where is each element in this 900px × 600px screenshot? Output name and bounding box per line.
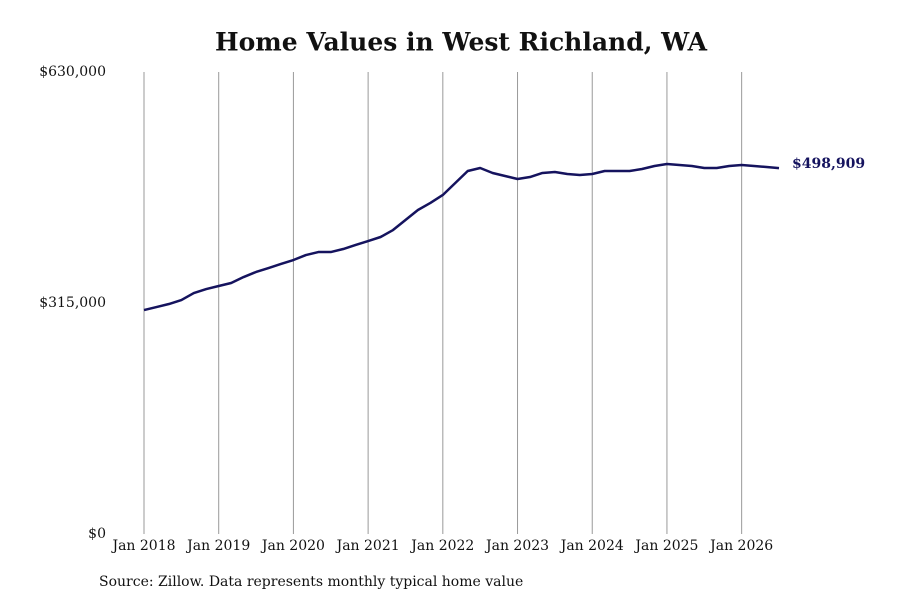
y-tick-label: $630,000 <box>39 64 106 80</box>
x-tick-label: Jan 2018 <box>110 538 175 554</box>
x-tick-label: Jan 2023 <box>484 538 549 554</box>
y-tick-label: $315,000 <box>39 295 106 311</box>
x-tick-label: Jan 2024 <box>559 538 624 554</box>
x-tick-label: Jan 2022 <box>409 538 474 554</box>
source-note: Source: Zillow. Data represents monthly … <box>99 574 523 590</box>
x-tick-label: Jan 2019 <box>185 538 250 554</box>
y-tick-label: $0 <box>88 526 106 542</box>
x-tick-label: Jan 2020 <box>260 538 325 554</box>
x-tick-label: Jan 2026 <box>708 538 773 554</box>
chart-title: Home Values in West Richland, WA <box>215 28 708 57</box>
line-series <box>143 162 780 312</box>
x-tick-label: Jan 2021 <box>335 538 400 554</box>
value-label: $498,909 <box>792 156 865 172</box>
x-tick-label: Jan 2025 <box>633 538 698 554</box>
